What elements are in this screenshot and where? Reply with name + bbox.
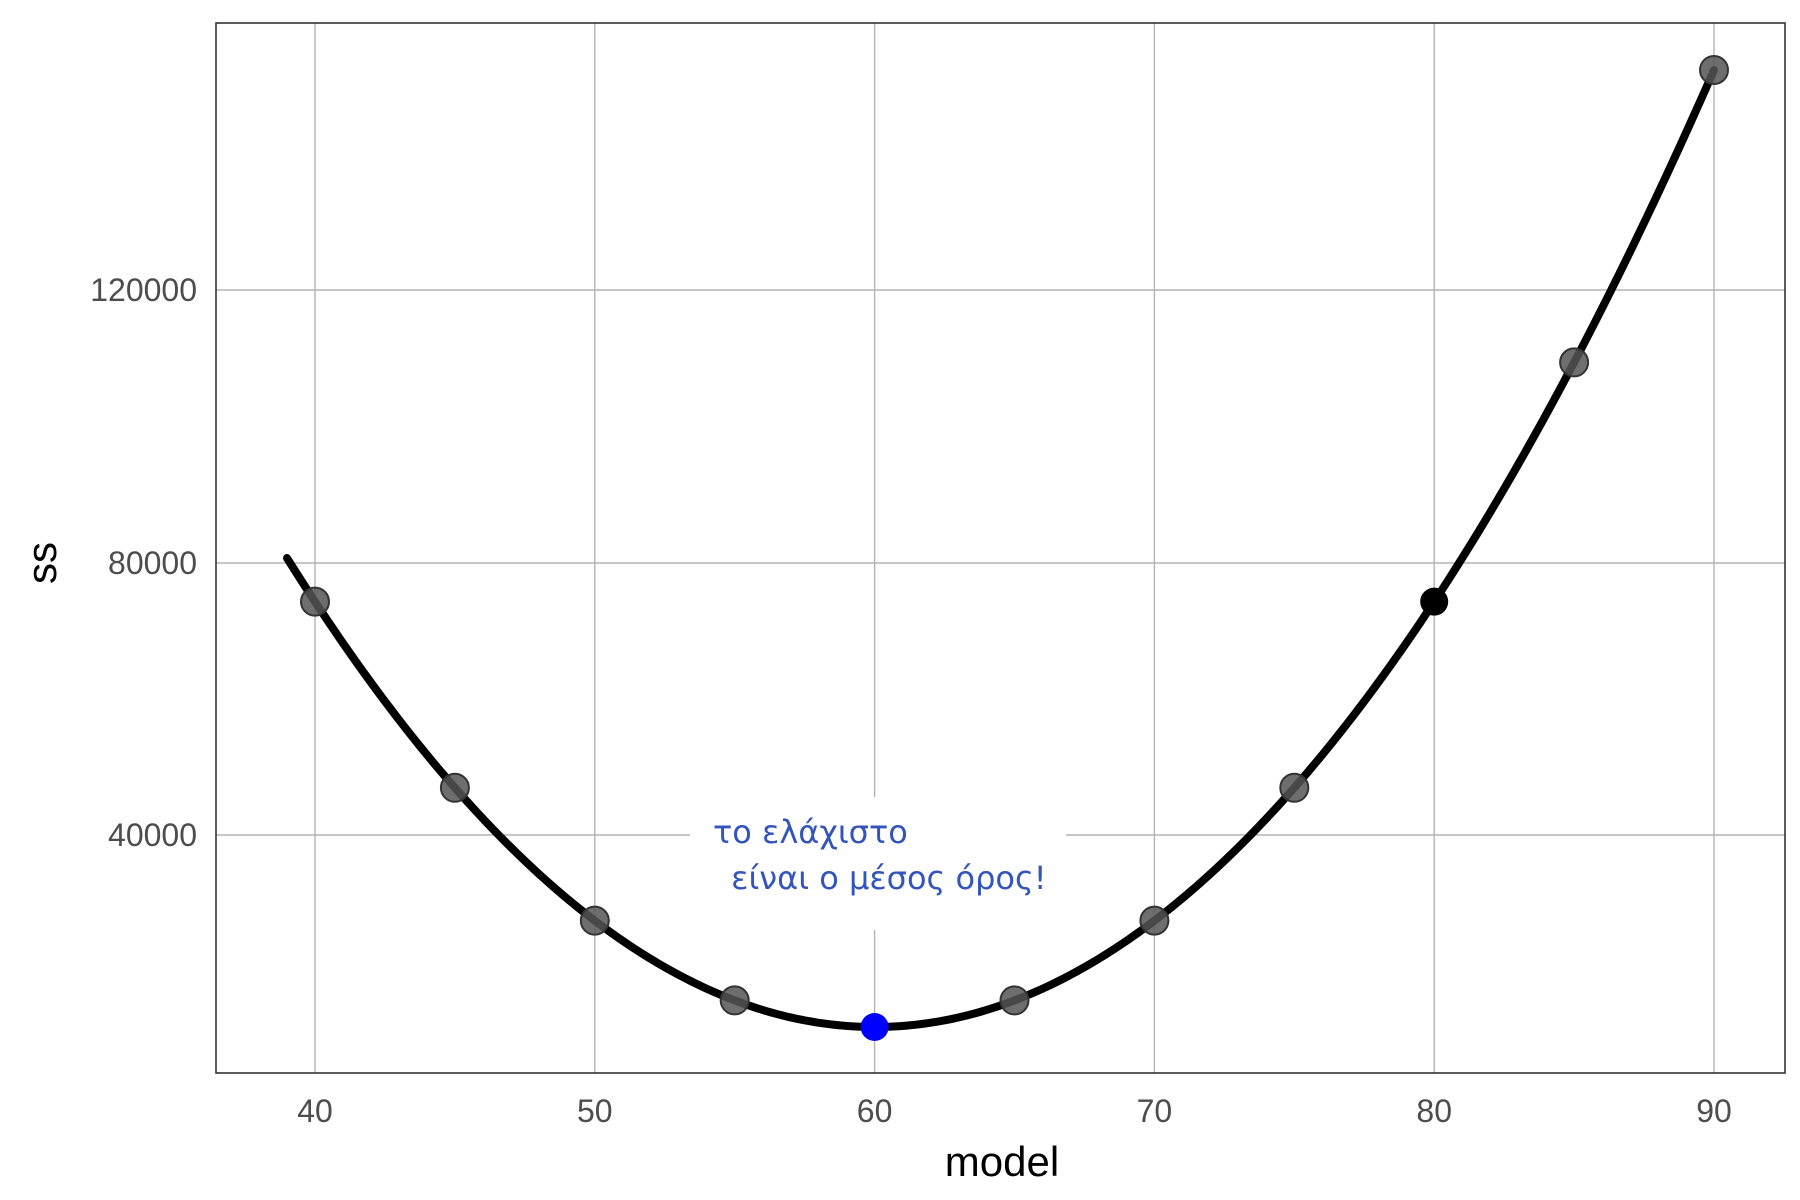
data-point-85 <box>1559 347 1590 378</box>
x-tick-label-50: 50 <box>577 1093 613 1129</box>
x-tick-label-80: 80 <box>1416 1093 1452 1129</box>
annotation-background <box>690 797 1066 930</box>
x-tick-label-90: 90 <box>1696 1093 1732 1129</box>
highlighted-point-60 <box>860 1013 889 1041</box>
data-point-70 <box>1139 905 1170 936</box>
tick-labels-layer: 40 50 60 70 80 90 40000 80000 120000 <box>90 272 1732 1129</box>
x-tick-label-40: 40 <box>297 1093 333 1129</box>
annotation-layer: το ελάχιστο είναι ο μέσος όρος! <box>690 797 1066 930</box>
annotation-line-1: το ελάχιστο <box>713 813 908 851</box>
data-point-45 <box>439 772 470 803</box>
x-tick-label-70: 70 <box>1137 1093 1173 1129</box>
data-point-40 <box>300 586 330 617</box>
data-point-75 <box>1279 772 1310 803</box>
y-axis-title: ss <box>18 542 65 584</box>
data-point-90 <box>1699 55 1729 85</box>
x-tick-label-60: 60 <box>857 1093 893 1129</box>
data-point-55 <box>719 985 750 1016</box>
y-tick-label-40000: 40000 <box>108 817 197 853</box>
highlighted-point-80 <box>1420 587 1449 616</box>
x-axis-title: model <box>945 1138 1059 1185</box>
y-tick-label-120000: 120000 <box>90 272 197 308</box>
y-tick-label-80000: 80000 <box>108 545 197 581</box>
panel-border <box>215 22 1786 1074</box>
data-point-50 <box>579 905 610 936</box>
annotation-line-2: είναι ο μέσος όρος! <box>721 859 1047 897</box>
data-point-65 <box>999 985 1030 1016</box>
data-points-layer <box>300 55 1729 1041</box>
